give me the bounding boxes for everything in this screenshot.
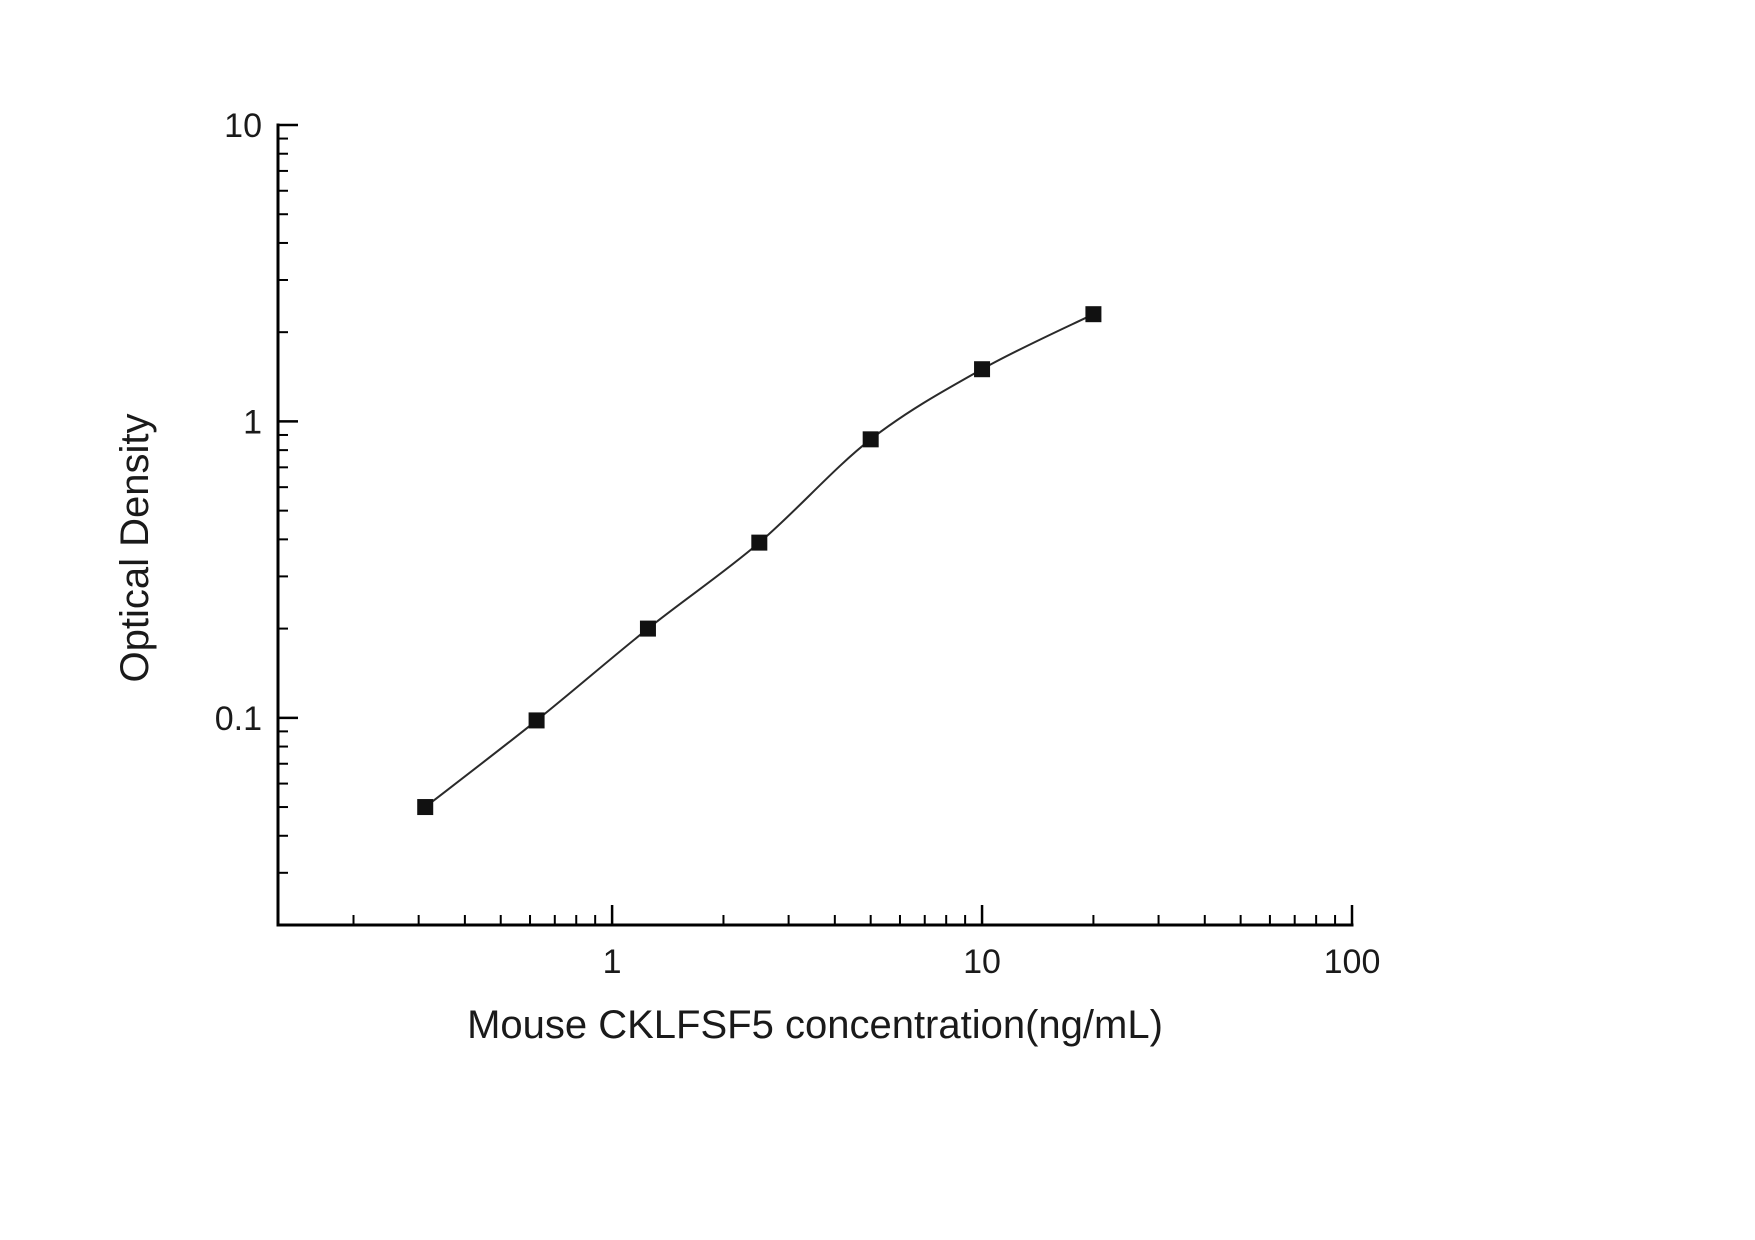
series-line: [424, 313, 1094, 808]
x-axis: 1 10 100: [352, 905, 1381, 981]
x-tick-label: 1: [603, 943, 622, 981]
data-point-marker: [1085, 306, 1102, 323]
axes: [276, 123, 1354, 927]
data-point-marker: [528, 712, 545, 729]
y-axis-title: Optical Density: [113, 414, 157, 683]
x-tick-label: 10: [963, 943, 1001, 981]
data-point-marker: [862, 431, 879, 448]
data-point-marker: [639, 620, 656, 637]
data-point-marker: [974, 361, 991, 378]
data-point-marker: [417, 799, 434, 816]
x-axis-title: Mouse CKLFSF5 concentration(ng/mL): [467, 1003, 1163, 1047]
data-series: [417, 306, 1102, 816]
y-tick-label: 10: [224, 107, 262, 145]
y-tick-label: 0.1: [215, 700, 262, 738]
y-tick-label: 1: [243, 403, 262, 441]
y-axis: 0.1 1 10: [215, 107, 298, 874]
data-point-marker: [751, 534, 768, 551]
x-tick-label: 100: [1324, 943, 1381, 981]
